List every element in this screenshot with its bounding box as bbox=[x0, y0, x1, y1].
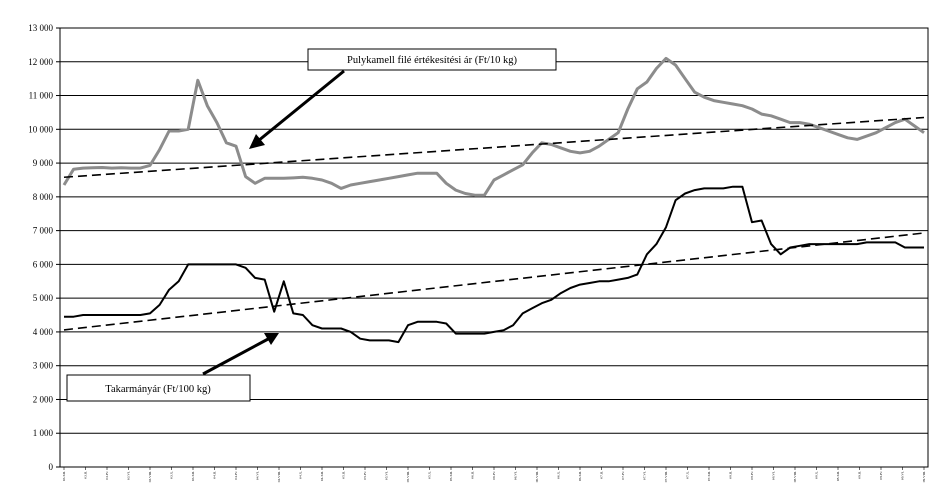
y-tick-label: 12 000 bbox=[28, 57, 53, 67]
x-tick-label: 09.IV. bbox=[879, 471, 883, 480]
x-tick-label: 07.XII. bbox=[707, 471, 711, 481]
x-tick-label: 04.IV. bbox=[234, 471, 238, 480]
x-tick-label: 03.X. bbox=[170, 471, 174, 479]
x-tick-label: 08.VI. bbox=[772, 471, 776, 480]
trendline-3 bbox=[63, 232, 925, 331]
x-tick-label: 06.IV. bbox=[492, 471, 496, 480]
x-tick-label: 04.VIII. bbox=[277, 471, 281, 482]
x-tick-label: 04.II. bbox=[213, 471, 217, 479]
x-tick-label: 03.XII. bbox=[191, 471, 195, 481]
y-tick-label: 4 000 bbox=[33, 327, 54, 337]
x-tick-label: 07.VIII. bbox=[664, 471, 668, 482]
x-tick-label: 09.VIII. bbox=[922, 471, 926, 482]
arrow-feed-price bbox=[202, 336, 271, 376]
x-tick-label: 03.VI. bbox=[127, 471, 131, 480]
x-tick-label: 08.X. bbox=[815, 471, 819, 479]
arrowhead-feed-price bbox=[264, 333, 279, 345]
annotation-box-feed-price bbox=[66, 374, 251, 402]
y-tick-label: 0 bbox=[49, 462, 54, 472]
annotation-feed-price: Takarmányár (Ft/100 kg) bbox=[105, 384, 211, 395]
x-tick-label: 08.VIII. bbox=[793, 471, 797, 482]
series-lines bbox=[62, 56, 925, 344]
y-axis-ticks: 0 1 000 2 000 3 000 4 000 5 000 6 000 7 000 8 00… bbox=[28, 23, 60, 472]
x-tick-label: 09.VI. bbox=[901, 471, 905, 480]
plot-frame bbox=[59, 27, 929, 468]
x-tick-label: 06.X. bbox=[557, 471, 561, 479]
y-tick-label: 7 000 bbox=[33, 226, 54, 236]
x-tick-label: 05.VIII. bbox=[406, 471, 410, 482]
y-tick-label: 2 000 bbox=[33, 394, 54, 404]
y-tick-label: 1 000 bbox=[33, 428, 54, 438]
y-tick-label: 11 000 bbox=[29, 91, 54, 101]
x-tick-label: 03.XII. bbox=[62, 471, 66, 481]
series-line-1 bbox=[64, 185, 924, 344]
x-tick-label: 09.II. bbox=[858, 471, 862, 479]
x-tick-label: 06.VIII. bbox=[535, 471, 539, 482]
trendline-2 bbox=[63, 116, 925, 179]
x-tick-label: 03.II. bbox=[84, 471, 88, 479]
x-tick-label: 04.XII. bbox=[320, 471, 324, 481]
y-tick-label: 3 000 bbox=[33, 361, 54, 371]
annotations: Pulykamell filé értékesítési ár (Ft/10 k… bbox=[66, 48, 557, 402]
x-tick-label: 05.VI. bbox=[385, 471, 389, 480]
x-tick-label: 05.X. bbox=[428, 471, 432, 479]
x-tick-label: 04.X. bbox=[299, 471, 303, 479]
x-tick-label: 07.X. bbox=[686, 471, 690, 479]
x-tick-label: 06.II. bbox=[471, 471, 475, 479]
x-tick-label: 07.IV. bbox=[621, 471, 625, 480]
x-tick-label: 08.II. bbox=[729, 471, 733, 479]
x-tick-label: 05.XII. bbox=[449, 471, 453, 481]
y-tick-label: 13 000 bbox=[28, 23, 53, 33]
arrow-turkey-price bbox=[257, 69, 345, 143]
x-tick-label: 05.IV. bbox=[363, 471, 367, 480]
y-tick-label: 5 000 bbox=[33, 293, 54, 303]
x-axis-ticks: 03.XII. 03.II. 03.IV. 03.VI. 03.VIII. 03.X. 03… bbox=[62, 467, 926, 482]
x-tick-label: 07.II. bbox=[600, 471, 604, 479]
x-tick-label: 06.VI. bbox=[514, 471, 518, 480]
annotation-turkey-price: Pulykamell filé értékesítési ár (Ft/10 k… bbox=[347, 55, 518, 66]
y-tick-label: 6 000 bbox=[33, 259, 54, 269]
annotation-box-turkey-price bbox=[307, 48, 557, 71]
x-tick-label: 03.IV. bbox=[105, 471, 109, 480]
series-line-0 bbox=[62, 56, 925, 197]
arrowhead-turkey-price bbox=[249, 134, 265, 149]
x-tick-label: 05.II. bbox=[342, 471, 346, 479]
y-tick-label: 8 000 bbox=[33, 192, 54, 202]
x-tick-label: 08.IV. bbox=[750, 471, 754, 480]
x-tick-label: 07.VI. bbox=[643, 471, 647, 480]
x-tick-label: 04.VI. bbox=[256, 471, 260, 480]
y-tick-label: 9 000 bbox=[33, 158, 54, 168]
x-tick-label: 08.XII. bbox=[836, 471, 840, 481]
x-tick-label: 03.VIII. bbox=[148, 471, 152, 482]
x-tick-label: 06.XII. bbox=[578, 471, 582, 481]
y-tick-label: 10 000 bbox=[28, 124, 53, 134]
